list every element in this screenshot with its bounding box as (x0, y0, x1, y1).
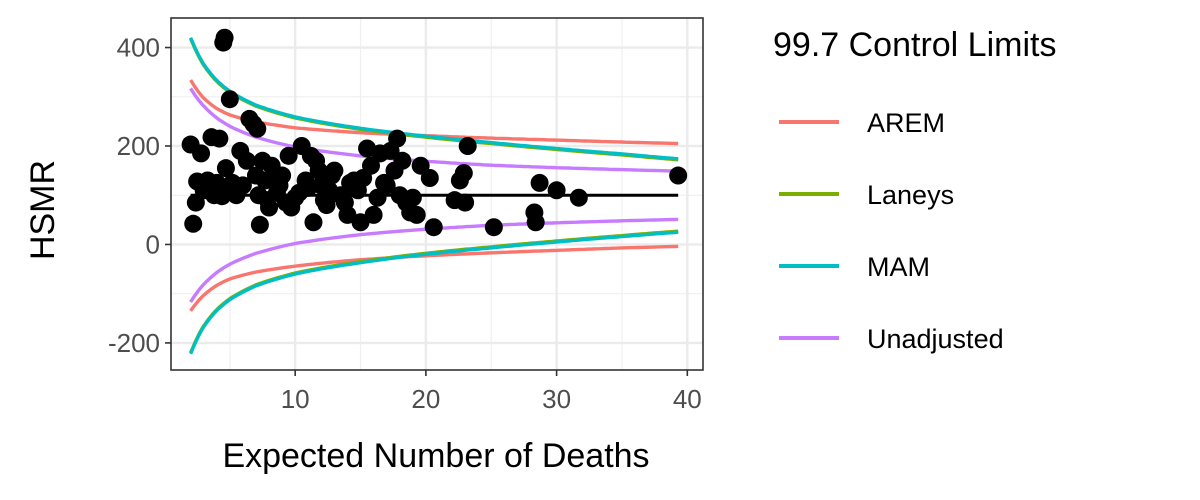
y-tick-label: 200 (117, 131, 160, 161)
data-point (216, 159, 235, 178)
x-tick-label: 30 (542, 384, 571, 414)
legend: 99.7 Control Limits AREM Laneys MAM Unadjus… (773, 26, 1056, 354)
data-point (192, 144, 211, 163)
data-point (248, 119, 267, 138)
data-point (530, 173, 549, 192)
data-point (547, 181, 566, 200)
data-point (338, 205, 357, 224)
data-point (526, 213, 545, 232)
data-point (273, 166, 292, 185)
legend-label-laneys: Laneys (867, 180, 954, 210)
data-point (403, 188, 422, 207)
control-limit-curves (189, 37, 679, 355)
data-point (368, 188, 387, 207)
axis-ticks (165, 46, 689, 376)
panel-border-group (170, 17, 704, 371)
data-point (233, 176, 252, 195)
data-point (388, 129, 407, 148)
tick-labels: 10 20 30 40 -200 0 200 400 (108, 33, 702, 414)
legend-label-arem: AREM (867, 108, 945, 138)
data-point (669, 166, 688, 185)
x-axis-title: Expected Number of Deaths (222, 437, 649, 475)
data-point (458, 137, 477, 155)
panel-border (170, 17, 704, 371)
data-point (220, 90, 239, 109)
data-point (317, 196, 336, 215)
data-point (210, 129, 229, 148)
mam-upper-limit (189, 37, 679, 161)
data-point (424, 218, 443, 237)
data-point (325, 161, 344, 180)
y-tick-label: 0 (146, 229, 160, 259)
data-point (411, 156, 430, 175)
data-point (393, 151, 412, 170)
data-point (364, 205, 383, 224)
data-points (181, 28, 688, 237)
data-point (456, 193, 475, 212)
y-axis-title: HSMR (24, 160, 62, 260)
y-tick-label: -200 (108, 328, 160, 358)
legend-label-mam: MAM (867, 252, 930, 282)
y-tick-label: 400 (117, 33, 160, 63)
data-point (420, 169, 439, 187)
legend-title: 99.7 Control Limits (773, 26, 1056, 64)
data-point (377, 176, 396, 195)
data-point (454, 164, 473, 183)
legend-label-unadjusted: Unadjusted (867, 324, 1004, 354)
data-point (407, 205, 426, 224)
data-point (304, 213, 323, 232)
data-point (351, 213, 370, 232)
data-point (237, 151, 256, 170)
data-point (484, 218, 503, 237)
data-point (260, 198, 279, 217)
mam-lower-limit (189, 230, 679, 355)
data-point (569, 188, 588, 207)
data-point (361, 156, 380, 175)
arem-lower-limit (189, 244, 679, 312)
data-point (215, 28, 234, 47)
x-tick-label: 20 (411, 384, 440, 414)
data-point (279, 146, 298, 165)
x-tick-label: 10 (281, 384, 310, 414)
x-tick-label: 40 (673, 384, 702, 414)
data-point (250, 215, 269, 234)
unadjusted-upper-limit (189, 87, 679, 173)
data-point (184, 214, 203, 233)
